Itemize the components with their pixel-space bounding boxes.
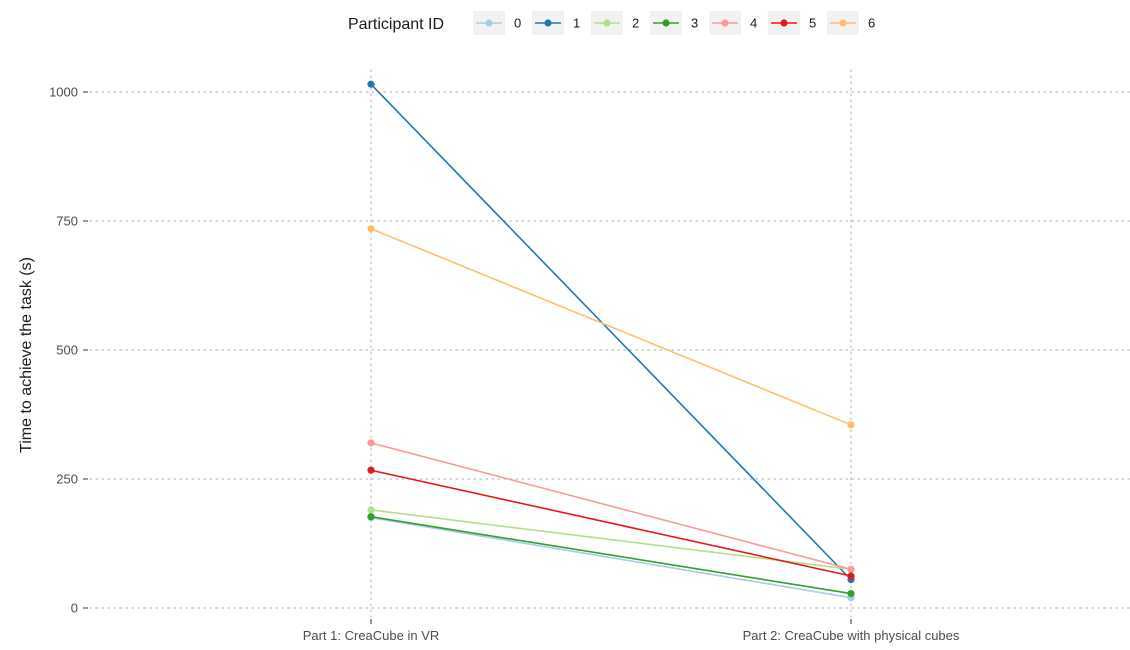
legend-item-6: 6 (827, 11, 875, 35)
y-tick-label: 750 (56, 214, 78, 229)
axes: 0 250 500 750 1000 Part 1: CreaCube in VR Part… (49, 85, 960, 644)
series-layer (367, 80, 855, 602)
legend-key-point (721, 19, 729, 27)
series-5 (367, 466, 855, 580)
legend-item-0: 0 (473, 11, 521, 35)
y-tick-label: 0 (71, 601, 78, 616)
data-point (367, 225, 375, 233)
data-point (367, 466, 375, 474)
data-point (847, 421, 855, 429)
legend-key-point (544, 19, 552, 27)
data-point (847, 565, 855, 573)
legend-label: 3 (691, 16, 698, 31)
series-line (370, 83, 852, 581)
series-2 (367, 506, 855, 573)
legend-item-4: 4 (709, 11, 757, 35)
data-point (367, 506, 375, 514)
legend-title: Participant ID (348, 16, 444, 33)
series-line (370, 515, 852, 595)
legend-key-point (485, 19, 493, 27)
legend-label: 0 (514, 16, 521, 31)
series-3 (367, 513, 855, 598)
series-line (370, 469, 852, 577)
legend-label: 4 (750, 16, 757, 31)
data-point (367, 80, 375, 88)
legend-item-3: 3 (650, 11, 698, 35)
legend-label: 6 (868, 16, 875, 31)
y-tick-label: 500 (56, 343, 78, 358)
legend-label: 1 (573, 16, 580, 31)
x-tick-label: Part 1: CreaCube in VR (303, 628, 440, 643)
series-line (370, 516, 852, 599)
data-point (847, 572, 855, 580)
data-point (367, 439, 375, 447)
grid (89, 69, 1130, 618)
series-line (370, 227, 852, 426)
series-4 (367, 439, 855, 573)
legend-key-point (662, 19, 670, 27)
y-tick-label: 1000 (49, 85, 78, 100)
legend-key-point (780, 19, 788, 27)
series-line (370, 442, 852, 571)
series-line (370, 509, 852, 571)
legend-item-1: 1 (532, 11, 580, 35)
series-6 (367, 225, 855, 429)
legend-label: 5 (809, 16, 816, 31)
data-point (847, 589, 855, 598)
legend-key-point (603, 19, 611, 27)
legend-item-2: 2 (591, 11, 639, 35)
x-tick-label: Part 2: CreaCube with physical cubes (743, 628, 960, 643)
legend: Participant ID 0 1 2 3 4 5 6 (348, 11, 875, 35)
data-point (367, 513, 375, 521)
y-axis-title: Time to achieve the task (s) (18, 257, 35, 453)
legend-item-5: 5 (768, 11, 816, 35)
y-tick-label: 250 (56, 472, 78, 487)
series-1 (367, 80, 855, 584)
legend-key-point (839, 19, 847, 27)
legend-label: 2 (632, 16, 639, 31)
